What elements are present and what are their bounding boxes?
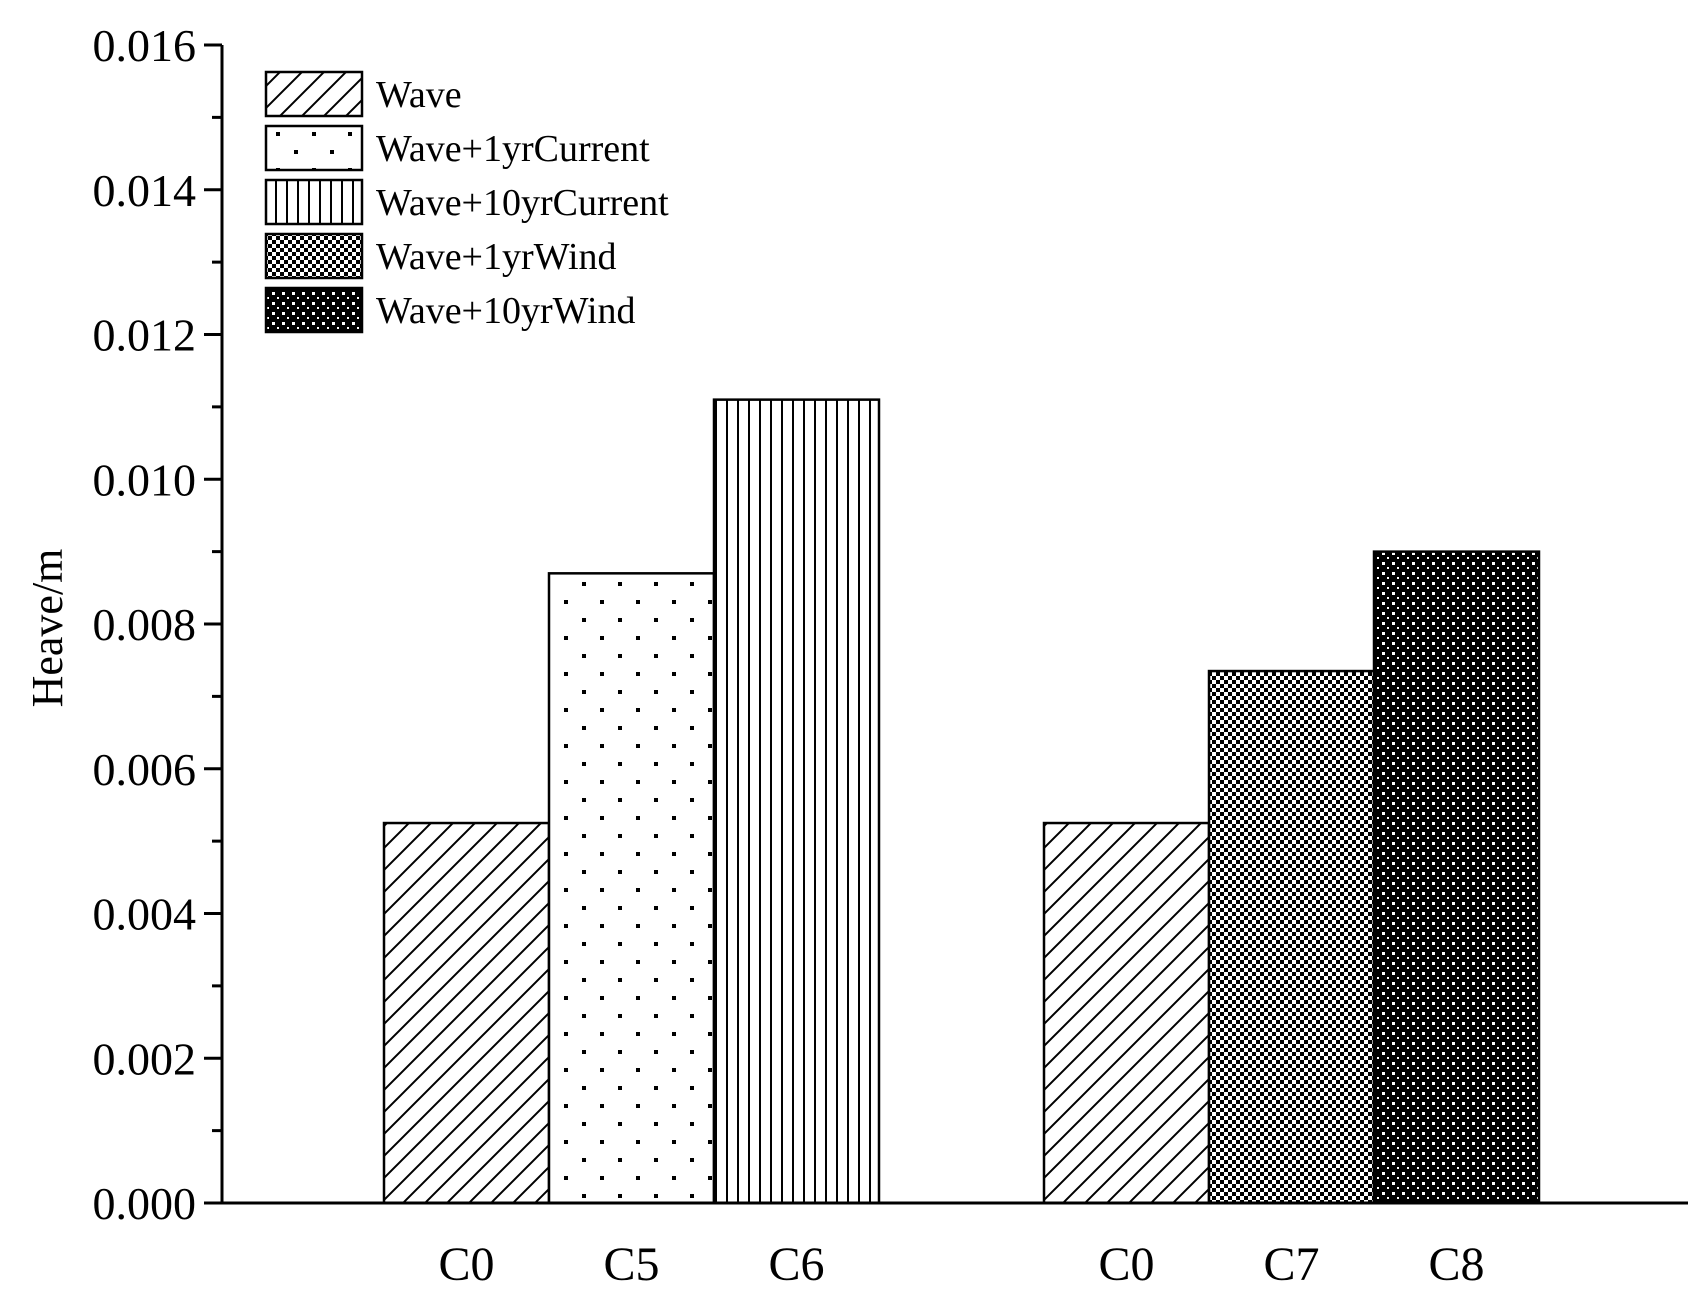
axes-layer: 0.000 0.002 0.004 0.006 0.008 0.010 0.012 0.014…	[93, 20, 1688, 1229]
legend-swatch-checker-dense	[264, 286, 364, 334]
bars-layer: C0 C5 C6 C0 C7 C8	[382, 398, 1541, 1291]
bar-c0-g0b0	[382, 821, 551, 1205]
y-tick-label: 0.000	[93, 1178, 197, 1229]
legend-swatch-diagonal-hatch	[264, 70, 364, 118]
y-axis-title: Heave/m	[23, 549, 72, 708]
legend-swatch-sparse-dots	[264, 124, 364, 172]
legend-label-vertical-lines: Wave+10yrCurrent	[376, 182, 669, 224]
x-tick-label-c5-g0b1: C5	[603, 1238, 659, 1291]
bar-c7-g1b1	[1207, 669, 1376, 1205]
bar-c5-g0b1	[547, 572, 716, 1205]
x-tick-label-c7-g1b1: C7	[1263, 1238, 1319, 1291]
legend-label-checker-dense: Wave+10yrWind	[376, 290, 636, 332]
y-tick-label: 0.012	[93, 310, 197, 361]
legend-label-diagonal-hatch: Wave	[376, 74, 462, 116]
legend-swatch-vertical-lines	[264, 178, 364, 226]
legend-label-checker-fine: Wave+1yrWind	[376, 236, 617, 278]
x-tick-label-c0-g0b0: C0	[438, 1238, 494, 1291]
y-tick-label: 0.010	[93, 454, 197, 505]
x-tick-label-c0-g1b0: C0	[1098, 1238, 1154, 1291]
y-tick-label: 0.002	[93, 1033, 197, 1084]
y-tick-label: 0.004	[93, 889, 197, 940]
legend-label-sparse-dots: Wave+1yrCurrent	[376, 128, 650, 170]
y-tick-label: 0.008	[93, 599, 197, 650]
bar-c0-g1b0	[1042, 821, 1211, 1205]
legend: Wave Wave+1yrCurrent Wave+10yrCurrent Wave+…	[264, 70, 669, 334]
y-tick-label: 0.014	[93, 165, 197, 216]
y-tick-label: 0.006	[93, 744, 197, 795]
bar-c8-g1b2	[1372, 550, 1541, 1205]
x-tick-label-c8-g1b2: C8	[1428, 1238, 1484, 1291]
y-tick-label: 0.016	[93, 20, 197, 71]
y-axis-title-group: Heave/m	[23, 549, 72, 708]
x-tick-label-c6-g0b2: C6	[768, 1238, 824, 1291]
bar-c6-g0b2	[712, 398, 881, 1205]
legend-swatch-checker-fine	[264, 232, 364, 280]
